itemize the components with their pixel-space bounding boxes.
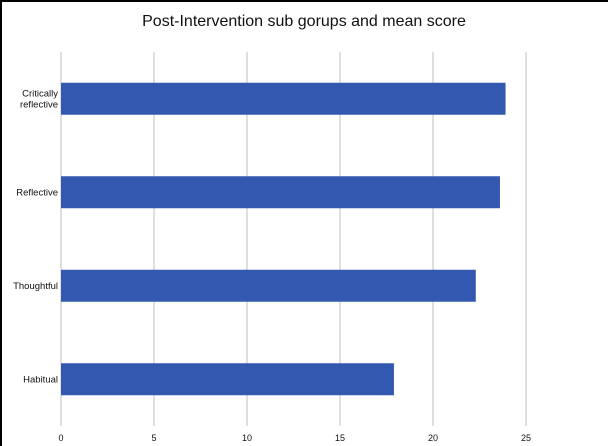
chart-title: Post-Intervention sub gorups and mean sc… <box>142 13 466 30</box>
x-tick-label: 25 <box>521 433 531 443</box>
x-tick-label: 20 <box>428 433 438 443</box>
bar <box>61 269 476 302</box>
category-label: Habitual <box>23 374 58 385</box>
x-tick-labels: 051015202530 <box>58 433 531 443</box>
x-tick-label: 10 <box>242 433 252 443</box>
category-label: Critically reflective <box>20 88 58 110</box>
x-tick-label: 15 <box>335 433 345 443</box>
bar <box>61 176 500 209</box>
category-label: Reflective <box>16 187 58 198</box>
bar <box>61 363 394 396</box>
bars <box>61 82 506 396</box>
category-label: Thoughtful <box>13 281 58 292</box>
x-tick-label: 0 <box>58 433 63 443</box>
bar <box>61 82 506 115</box>
x-tick-label: 5 <box>151 433 156 443</box>
category-labels: Critically reflective Reflective Thoughtful… <box>13 88 58 385</box>
